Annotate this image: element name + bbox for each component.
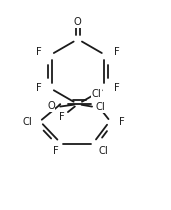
Text: O: O bbox=[47, 101, 55, 111]
Text: F: F bbox=[114, 47, 119, 57]
Text: F: F bbox=[36, 47, 42, 57]
Text: Cl: Cl bbox=[95, 102, 105, 112]
Text: Cl: Cl bbox=[91, 89, 101, 99]
Text: Cl: Cl bbox=[23, 117, 33, 127]
Text: Cl: Cl bbox=[98, 146, 108, 156]
Text: F: F bbox=[36, 83, 42, 93]
Text: F: F bbox=[114, 83, 120, 93]
Text: F: F bbox=[119, 117, 125, 127]
Text: F: F bbox=[59, 113, 65, 122]
Text: F: F bbox=[53, 146, 58, 156]
Text: O: O bbox=[74, 17, 82, 27]
